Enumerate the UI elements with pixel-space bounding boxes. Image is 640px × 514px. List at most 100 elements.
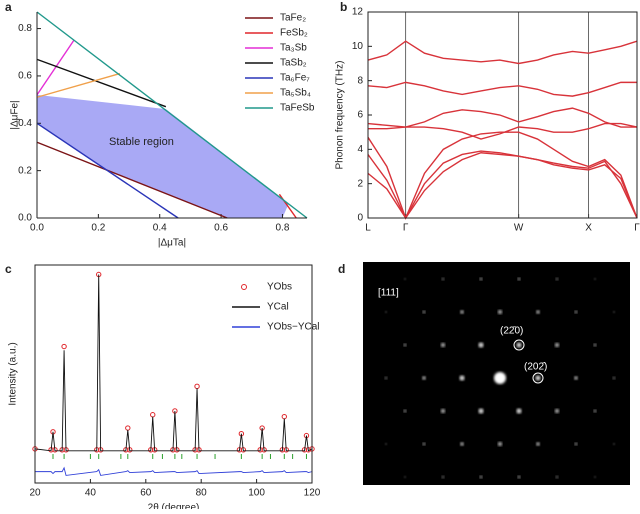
series-line bbox=[36, 141, 228, 219]
series-line bbox=[367, 152, 638, 220]
legend-label: FeSb₂ bbox=[280, 28, 308, 39]
spot bbox=[422, 310, 426, 314]
data-point bbox=[194, 383, 200, 390]
x-tick-label: 0.2 bbox=[91, 223, 105, 234]
series-line bbox=[367, 150, 638, 220]
series-line bbox=[367, 131, 638, 220]
plot-frame bbox=[34, 264, 313, 484]
series-line bbox=[367, 107, 637, 128]
legend-label: YObs bbox=[267, 282, 292, 293]
series-line bbox=[368, 122, 638, 140]
y-tick-label: 4 bbox=[357, 144, 363, 155]
diffraction-spots bbox=[384, 277, 616, 479]
spot bbox=[612, 442, 616, 446]
x-tick-label: 20 bbox=[29, 488, 41, 499]
spot bbox=[384, 442, 388, 446]
spot bbox=[574, 376, 578, 380]
spot-ring bbox=[532, 372, 544, 384]
y-tick-label: 0.4 bbox=[18, 118, 32, 129]
legend-marker bbox=[241, 284, 247, 290]
spot bbox=[554, 342, 560, 348]
data-point bbox=[125, 425, 131, 431]
y-tick-label: 0.6 bbox=[18, 71, 32, 82]
spot bbox=[460, 310, 464, 314]
spot bbox=[536, 310, 540, 314]
spot bbox=[516, 342, 522, 348]
x-tick-label: 0.6 bbox=[214, 223, 228, 234]
legend-label: Ta₃Sb bbox=[280, 43, 307, 54]
spot bbox=[574, 442, 578, 446]
spot bbox=[404, 476, 406, 478]
x-tick-label: 0.8 bbox=[276, 223, 290, 234]
data-point bbox=[281, 413, 287, 420]
spot-label: (22̄0) bbox=[500, 326, 523, 337]
x-tick-label: 80 bbox=[196, 488, 208, 499]
plot-frame bbox=[367, 11, 638, 219]
x-tick-label: Γ bbox=[403, 223, 409, 234]
spot bbox=[497, 309, 503, 315]
x-tick-label: X bbox=[585, 223, 592, 234]
spot bbox=[612, 376, 616, 380]
y-tick-label: 12 bbox=[352, 7, 364, 18]
spot bbox=[516, 408, 522, 414]
series-line bbox=[36, 122, 179, 219]
x-tick-label: 40 bbox=[85, 488, 97, 499]
spot bbox=[479, 475, 483, 479]
x-tick-label: W bbox=[514, 223, 524, 234]
y-axis-label: Intensity (a.u.) bbox=[8, 342, 19, 405]
spot bbox=[403, 343, 407, 347]
y-axis-label: |ΔμFe| bbox=[10, 100, 21, 129]
spot bbox=[441, 475, 445, 479]
y-tick-label: 0 bbox=[357, 213, 363, 224]
spot bbox=[478, 342, 484, 348]
x-tick-label: 0.0 bbox=[30, 223, 44, 234]
x-tick-label: 0.4 bbox=[153, 223, 167, 234]
spot bbox=[536, 442, 540, 446]
x-axis-label: |ΔμTa| bbox=[158, 238, 186, 249]
panel-label: d bbox=[338, 262, 345, 276]
spot bbox=[594, 476, 596, 478]
x-tick-label: 120 bbox=[304, 488, 321, 499]
series-line bbox=[36, 58, 167, 108]
spot bbox=[593, 409, 597, 413]
series-line bbox=[34, 274, 313, 452]
y-tick-label: 8 bbox=[357, 75, 363, 86]
x-tick-label: 60 bbox=[140, 488, 152, 499]
spot bbox=[479, 277, 483, 281]
spot-ring bbox=[513, 339, 525, 351]
spot bbox=[593, 343, 597, 347]
y-axis-label: Phonon frequency (THz) bbox=[335, 61, 346, 170]
legend-label: TaFeSb bbox=[280, 103, 315, 114]
spot bbox=[460, 442, 464, 446]
legend-label: TaFe₂ bbox=[280, 13, 306, 24]
y-tick-label: 0.8 bbox=[18, 23, 32, 34]
x-axis-label: 2θ (degree) bbox=[148, 503, 200, 509]
x-tick-label: 100 bbox=[248, 488, 265, 499]
legend-label: Ta₆Fe₇ bbox=[280, 73, 310, 84]
spot-label: (202̄) bbox=[524, 362, 547, 373]
series-line bbox=[35, 466, 313, 476]
spot bbox=[403, 409, 407, 413]
spot bbox=[404, 278, 406, 280]
spot bbox=[384, 310, 388, 314]
panel-label: a bbox=[5, 0, 12, 14]
legend-label: YCal bbox=[267, 302, 289, 313]
panel-label: c bbox=[5, 262, 12, 276]
spot bbox=[574, 310, 578, 314]
spot bbox=[594, 278, 596, 280]
y-tick-label: 0.0 bbox=[18, 213, 32, 224]
y-tick-label: 0.2 bbox=[18, 165, 32, 176]
region-label: Stable region bbox=[109, 136, 174, 148]
spot bbox=[440, 342, 446, 348]
spot bbox=[517, 277, 521, 281]
series-line bbox=[367, 40, 638, 65]
y-tick-label: 10 bbox=[352, 41, 364, 52]
spot bbox=[422, 376, 426, 380]
spot bbox=[459, 375, 465, 381]
spot bbox=[497, 441, 503, 447]
series-line bbox=[367, 81, 637, 97]
x-tick-label: L bbox=[365, 223, 371, 234]
spot bbox=[555, 475, 559, 479]
legend-label: TaSb₂ bbox=[280, 58, 307, 69]
